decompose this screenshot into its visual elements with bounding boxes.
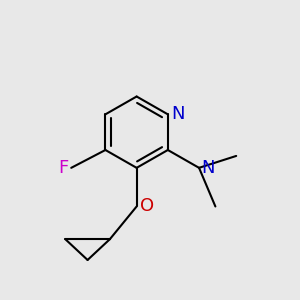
Text: F: F [58,159,68,177]
Text: N: N [201,159,215,177]
Text: N: N [171,105,184,123]
Text: O: O [140,197,154,215]
